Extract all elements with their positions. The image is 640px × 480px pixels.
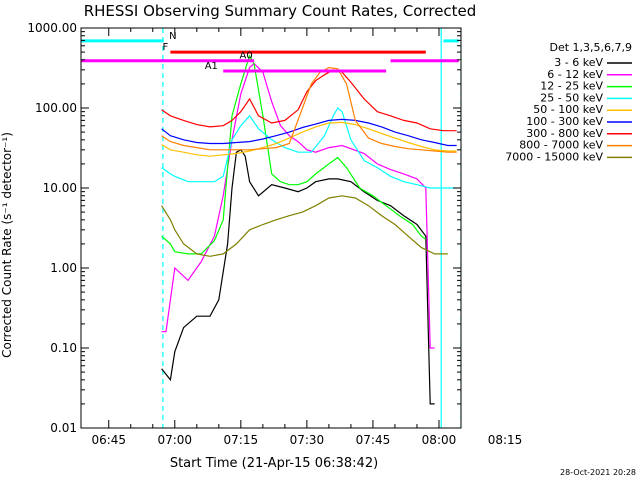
y-tick-label: 1.00 [50, 261, 77, 275]
series-line [161, 62, 435, 349]
plot-frame [80, 27, 462, 429]
x-tick-label: 07:00 [157, 433, 192, 447]
state-bar-label: N [169, 31, 176, 42]
x-axis-label: Start Time (21-Apr-15 06:38:42) [170, 456, 378, 471]
x-tick-label: 08:15 [488, 433, 523, 447]
legend-label: 3 - 6 keV [554, 56, 603, 69]
x-tick-label: 07:45 [356, 433, 391, 447]
footer-date: 28-Oct-2021 20:28 [560, 468, 636, 477]
state-bar-label: A1 [205, 61, 218, 72]
series-line [161, 118, 457, 147]
legend-label: 7000 - 15000 keV [505, 150, 603, 163]
x-tick-label: 07:15 [224, 433, 259, 447]
series-line [161, 121, 457, 157]
state-bar-label: A0 [240, 51, 253, 62]
y-axis-label: Corrected Count Rate (s⁻¹ detector⁻¹) [0, 132, 14, 358]
series-line [161, 107, 457, 189]
y-tick-label: 0.01 [50, 421, 77, 435]
chart-title: RHESSI Observing Summary Count Rates, Co… [84, 2, 477, 20]
legend-label: 800 - 7000 keV [519, 139, 603, 152]
legend-label: 100 - 300 keV [526, 115, 603, 128]
x-tick-label: 07:30 [290, 433, 325, 447]
y-tick-label: 100.00 [35, 101, 77, 115]
legend-label: 300 - 800 keV [526, 127, 603, 140]
series-line [161, 149, 435, 405]
x-tick-label: 06:45 [91, 433, 126, 447]
legend-title: Det 1,3,5,6,7,9 [549, 41, 632, 54]
legend-label: 12 - 25 keV [540, 80, 603, 93]
y-tick-label: 1000.00 [27, 21, 77, 35]
series-line [161, 195, 448, 257]
series-line [161, 66, 457, 153]
y-tick-label: 10.00 [43, 181, 77, 195]
series-line [161, 54, 427, 255]
series-line [161, 69, 457, 132]
plot-area: NF A0 A1 [81, 28, 461, 428]
y-axis: 1000.00 100.00 10.00 1.00 0.10 0.01 [27, 21, 461, 435]
legend-label: 25 - 50 keV [540, 91, 603, 104]
y-tick-label: 0.10 [50, 341, 77, 355]
x-tick-label: 08:00 [422, 433, 457, 447]
legend-label: 6 - 12 keV [547, 68, 603, 81]
x-axis: 06:45 07:00 07:15 07:30 07:45 08:00 08:15 [91, 28, 522, 447]
state-bar-label: F [162, 42, 168, 53]
legend-label: 50 - 100 keV [533, 103, 603, 116]
